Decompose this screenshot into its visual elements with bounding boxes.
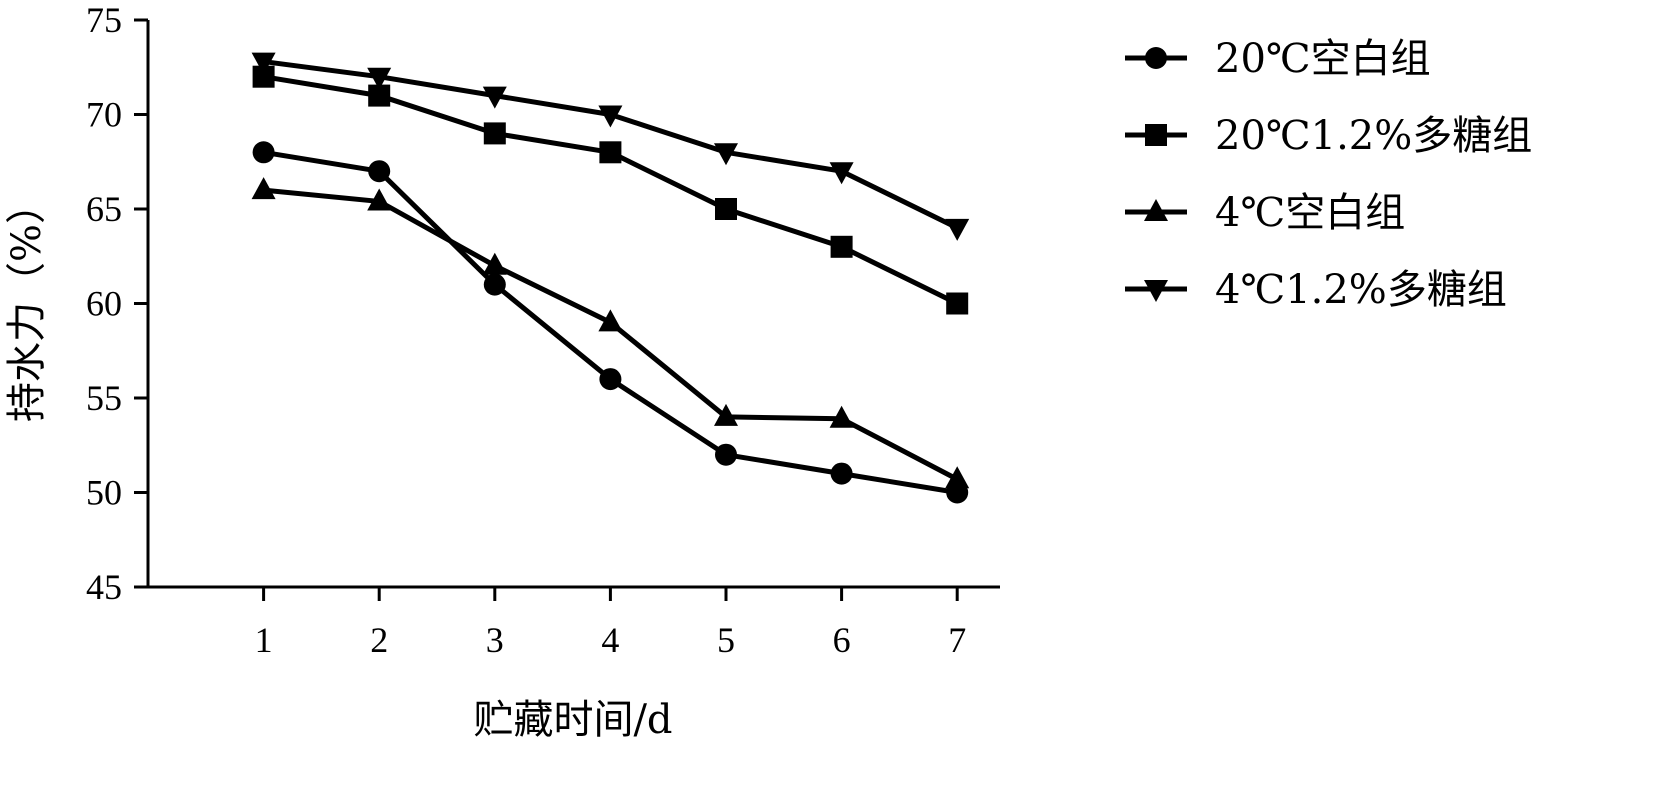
legend-label: 4℃空白组	[1215, 190, 1405, 236]
x-tick-label: 7	[948, 620, 966, 660]
marker-square	[715, 198, 737, 220]
marker-square	[599, 141, 622, 164]
marker-triangle-down	[1144, 280, 1168, 302]
marker-circle	[715, 443, 737, 466]
marker-triangle-up	[1144, 199, 1168, 221]
legend-item: 20℃1.2%多糖组	[1125, 113, 1532, 159]
legend-label: 20℃1.2%多糖组	[1215, 113, 1532, 159]
marker-circle	[830, 462, 853, 485]
y-tick-label: 70	[86, 95, 122, 135]
marker-circle	[368, 160, 391, 183]
marker-triangle-up	[367, 188, 392, 211]
marker-circle	[599, 368, 622, 391]
marker-triangle-down	[945, 218, 970, 241]
y-tick-label: 50	[86, 473, 122, 513]
x-tick-label: 4	[601, 620, 619, 660]
marker-triangle-down	[482, 86, 507, 109]
marker-triangle-up	[714, 403, 738, 426]
marker-triangle-down	[251, 52, 276, 75]
marker-square	[830, 235, 853, 258]
x-axis-label: 贮藏时间/d	[473, 697, 672, 743]
marker-triangle-up	[598, 309, 623, 332]
marker-circle	[252, 141, 275, 164]
marker-square	[368, 84, 391, 107]
marker-square	[946, 292, 969, 315]
y-tick-label: 45	[86, 567, 122, 607]
y-tick-label: 60	[86, 284, 122, 324]
y-tick-label: 65	[86, 189, 122, 229]
y-tick-label: 75	[86, 0, 122, 40]
x-tick-label: 2	[370, 620, 388, 660]
series-line	[263, 187, 959, 482]
x-ticks: 1 2 3 4 5 6 7	[255, 587, 966, 660]
marker-triangle-down	[714, 143, 738, 166]
x-tick-label: 6	[833, 620, 851, 660]
series-3	[251, 177, 970, 489]
y-tick-label: 55	[86, 378, 122, 418]
marker-circle	[1145, 47, 1167, 69]
marker-triangle-down	[598, 105, 623, 128]
x-tick-label: 5	[717, 620, 735, 660]
marker-triangle-up	[251, 177, 276, 200]
legend-label: 20℃空白组	[1215, 36, 1431, 82]
legend: 20℃空白组 20℃1.2%多糖组 4℃空白组 4℃1.2%多糖组	[1125, 36, 1532, 313]
marker-square	[252, 65, 275, 88]
marker-triangle-up	[829, 405, 854, 428]
marker-square	[483, 122, 506, 145]
x-tick-label: 3	[486, 620, 504, 660]
marker-square	[1145, 124, 1167, 146]
legend-item: 4℃空白组	[1125, 190, 1405, 236]
series-group	[251, 52, 970, 504]
y-axis-label: 持水力（%）	[4, 184, 50, 422]
series-2	[252, 65, 969, 315]
marker-triangle-down	[367, 67, 392, 90]
legend-label: 4℃1.2%多糖组	[1215, 267, 1507, 313]
marker-triangle-up	[945, 466, 970, 489]
marker-circle	[483, 273, 506, 296]
x-tick-label: 1	[255, 620, 273, 660]
legend-item: 20℃空白组	[1125, 36, 1431, 82]
y-ticks: 45 50 55 60 65 70 75	[86, 0, 148, 607]
series-1	[252, 141, 969, 504]
marker-triangle-down	[829, 162, 854, 185]
series-4	[251, 52, 970, 241]
marker-triangle-up	[482, 252, 507, 275]
legend-item: 4℃1.2%多糖组	[1125, 267, 1507, 313]
